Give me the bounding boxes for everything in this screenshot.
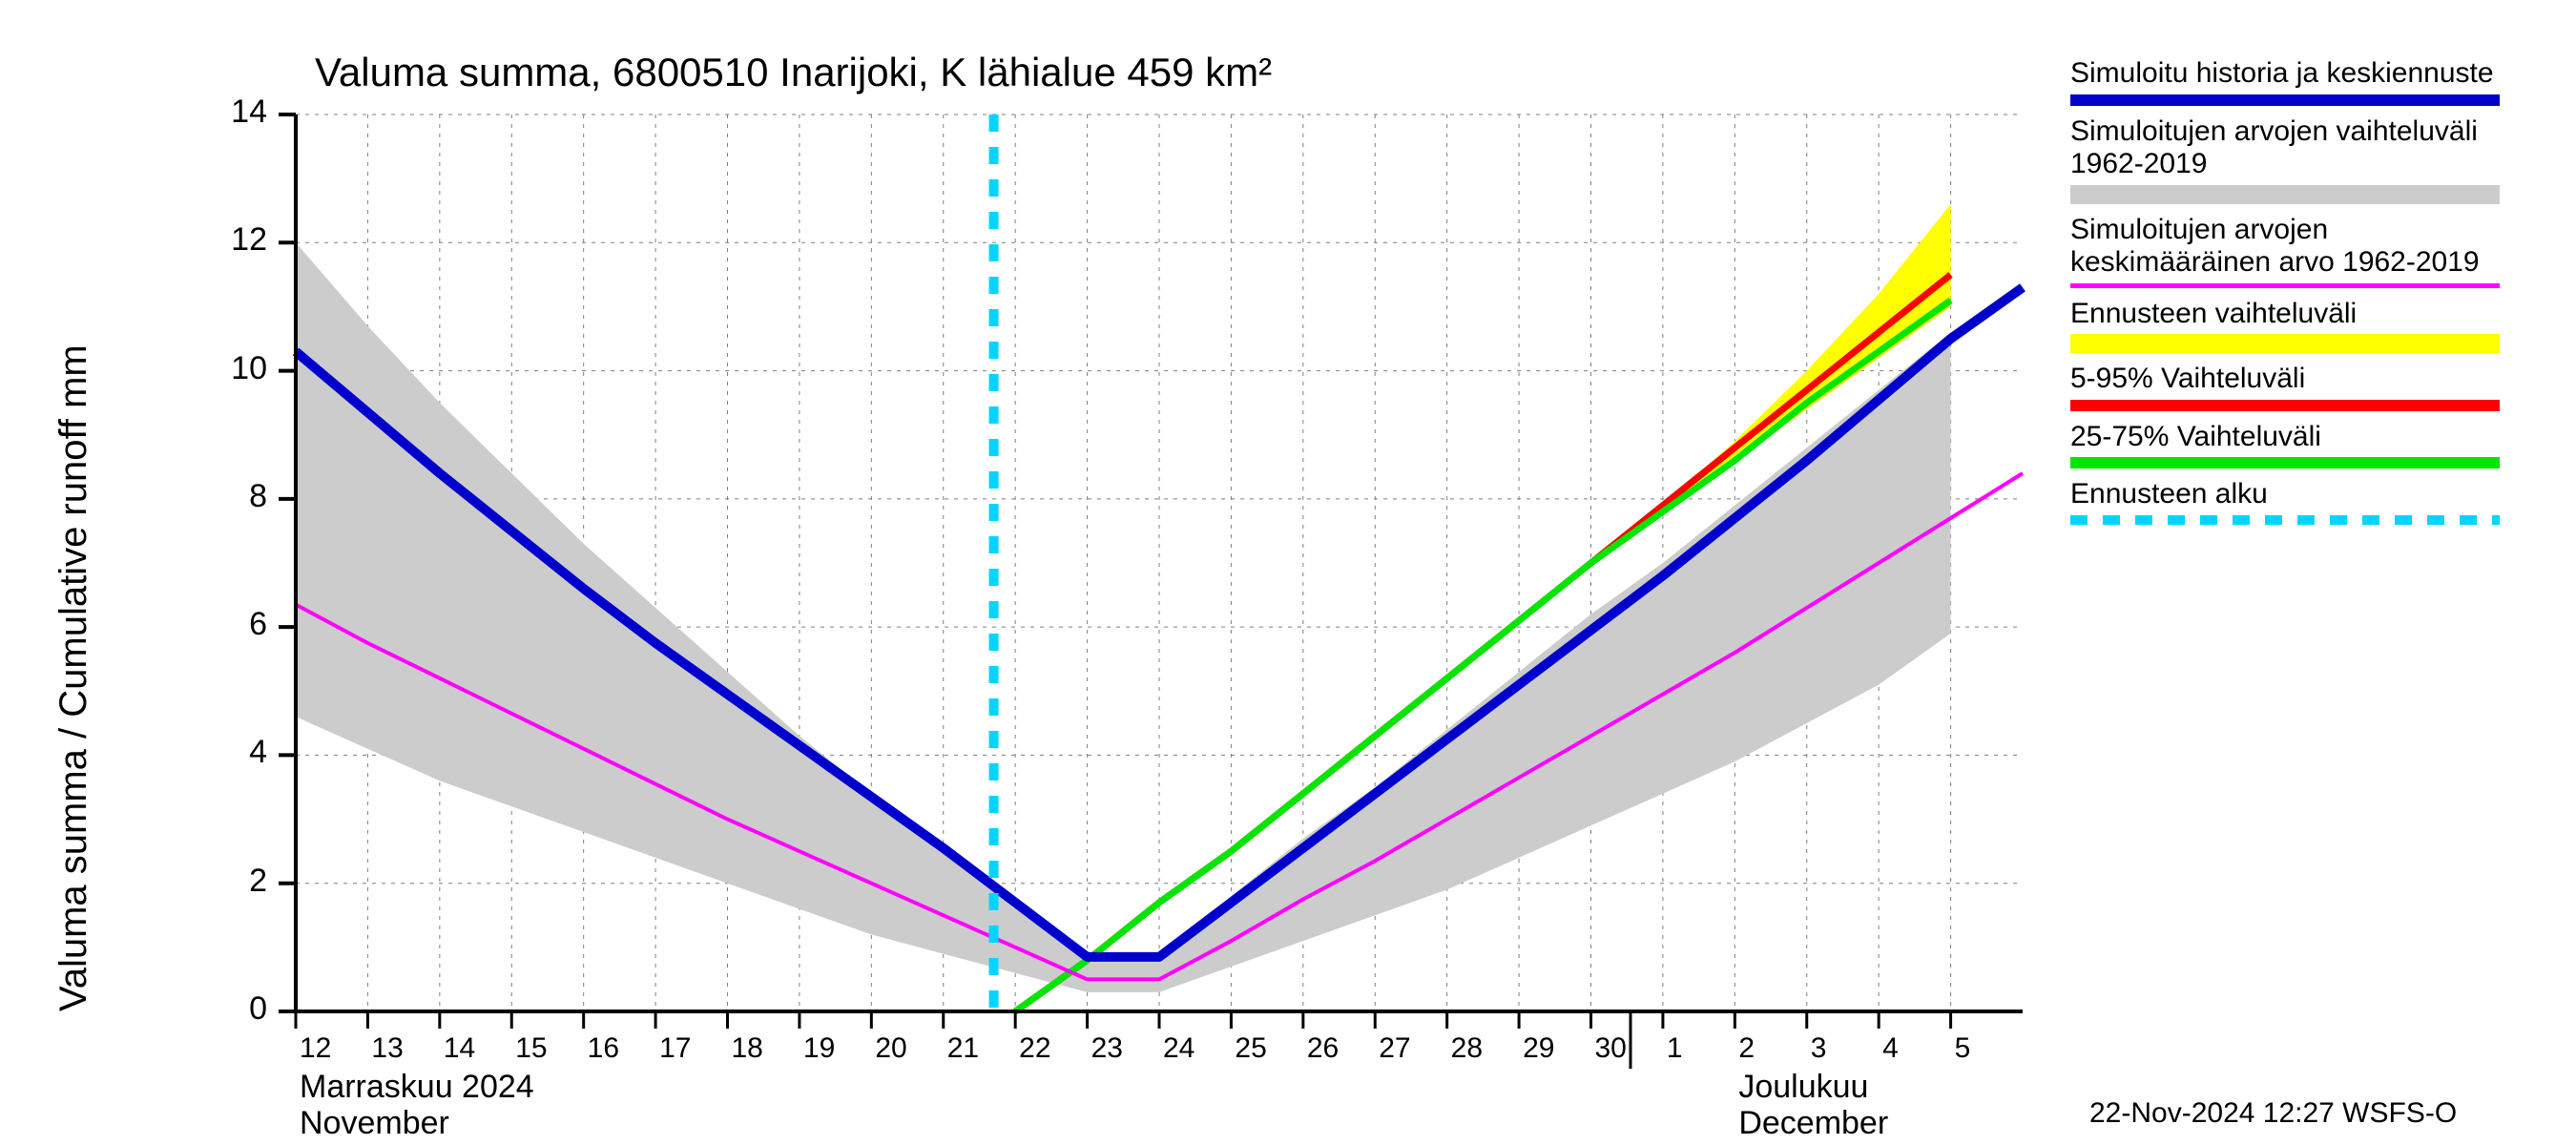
chart-container: Valuma summa / Cumulative runoff mm Valu… xyxy=(0,0,2576,1145)
month-label: Joulukuu xyxy=(1738,1069,1868,1106)
x-tick-label: 23 xyxy=(1091,1032,1123,1065)
legend-entry: Simuloitujen arvojen vaihteluväli 1962-2… xyxy=(2070,115,2500,204)
legend-swatch xyxy=(2070,400,2500,411)
legend-swatch xyxy=(2070,94,2500,106)
legend-label: Ennusteen alku xyxy=(2070,478,2500,511)
x-tick-label: 17 xyxy=(659,1032,691,1065)
x-tick-label: 19 xyxy=(803,1032,835,1065)
legend-swatch xyxy=(2070,283,2500,288)
x-tick-label: 16 xyxy=(588,1032,619,1065)
x-tick-label: 12 xyxy=(300,1032,331,1065)
x-tick-label: 30 xyxy=(1595,1032,1627,1065)
y-tick-label: 14 xyxy=(191,94,267,131)
x-tick-label: 29 xyxy=(1523,1032,1554,1065)
y-tick-label: 12 xyxy=(191,221,267,259)
x-tick-label: 14 xyxy=(444,1032,475,1065)
legend-swatch xyxy=(2070,515,2500,525)
x-tick-label: 15 xyxy=(515,1032,547,1065)
legend-label: Simuloitujen arvojen vaihteluväli 1962-2… xyxy=(2070,115,2500,181)
legend-swatch xyxy=(2070,334,2500,353)
legend-entry: 5-95% Vaihteluväli xyxy=(2070,363,2500,411)
legend-label: 5-95% Vaihteluväli xyxy=(2070,363,2500,396)
legend-label: 25-75% Vaihteluväli xyxy=(2070,421,2500,454)
footer-timestamp: 22-Nov-2024 12:27 WSFS-O xyxy=(2089,1097,2457,1130)
legend: Simuloitu historia ja keskiennuste Simulo… xyxy=(2070,57,2500,534)
y-tick-label: 6 xyxy=(191,606,267,643)
y-tick-label: 2 xyxy=(191,863,267,900)
legend-entry: Ennusteen alku xyxy=(2070,478,2500,525)
y-tick-label: 4 xyxy=(191,734,267,771)
legend-label: Ennusteen vaihteluväli xyxy=(2070,298,2500,331)
legend-swatch xyxy=(2070,185,2500,204)
x-tick-label: 28 xyxy=(1451,1032,1483,1065)
x-tick-label: 26 xyxy=(1307,1032,1339,1065)
x-tick-label: 18 xyxy=(732,1032,763,1065)
x-tick-label: 22 xyxy=(1019,1032,1050,1065)
y-tick-label: 10 xyxy=(191,350,267,387)
x-tick-label: 5 xyxy=(1955,1032,1971,1065)
x-tick-label: 2 xyxy=(1738,1032,1755,1065)
y-tick-label: 0 xyxy=(191,990,267,1028)
y-tick-label: 8 xyxy=(191,478,267,515)
x-tick-label: 25 xyxy=(1235,1032,1266,1065)
legend-entry: Simuloitu historia ja keskiennuste xyxy=(2070,57,2500,106)
legend-label: Simuloitu historia ja keskiennuste xyxy=(2070,57,2500,91)
month-label: Marraskuu 2024 xyxy=(300,1069,534,1106)
legend-entry: Ennusteen vaihteluväli xyxy=(2070,298,2500,354)
legend-entry: 25-75% Vaihteluväli xyxy=(2070,421,2500,469)
x-tick-label: 20 xyxy=(875,1032,906,1065)
month-label: November xyxy=(300,1105,449,1142)
month-label: December xyxy=(1738,1105,1888,1142)
x-tick-label: 3 xyxy=(1811,1032,1827,1065)
x-tick-label: 1 xyxy=(1667,1032,1683,1065)
x-tick-label: 27 xyxy=(1379,1032,1410,1065)
x-tick-label: 21 xyxy=(947,1032,979,1065)
legend-label: Simuloitujen arvojen keskimääräinen arvo… xyxy=(2070,214,2500,280)
x-tick-label: 4 xyxy=(1882,1032,1899,1065)
x-tick-label: 24 xyxy=(1163,1032,1195,1065)
x-tick-label: 13 xyxy=(371,1032,403,1065)
legend-entry: Simuloitujen arvojen keskimääräinen arvo… xyxy=(2070,214,2500,288)
legend-swatch xyxy=(2070,457,2500,468)
